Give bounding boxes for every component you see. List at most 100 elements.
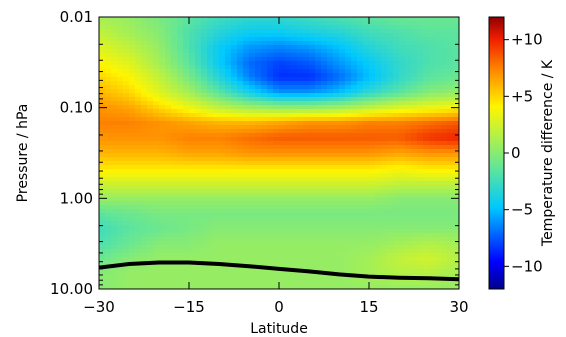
heatmap-cell <box>447 29 454 34</box>
heatmap-cell <box>249 49 256 54</box>
heatmap-cell <box>159 17 166 22</box>
heatmap-cell <box>255 37 262 42</box>
heatmap-cell <box>429 161 436 166</box>
heatmap-cell <box>123 281 130 286</box>
heatmap-cell <box>165 125 172 130</box>
heatmap-cell <box>165 141 172 146</box>
heatmap-cell <box>153 173 160 178</box>
heatmap-cell <box>387 269 394 274</box>
heatmap-cell <box>153 125 160 130</box>
heatmap-cell <box>285 61 292 66</box>
heatmap-cell <box>297 205 304 210</box>
heatmap-cell <box>201 37 208 42</box>
heatmap-cell <box>429 57 436 62</box>
heatmap-cell <box>189 161 196 166</box>
heatmap-cell <box>315 53 322 58</box>
heatmap-cell <box>333 153 340 158</box>
heatmap-cell <box>99 177 106 182</box>
heatmap-cell <box>111 57 118 62</box>
heatmap-cell <box>273 61 280 66</box>
heatmap-cell <box>333 93 340 98</box>
heatmap-cell <box>435 93 442 98</box>
heatmap-cell <box>453 189 459 194</box>
heatmap-cell <box>195 281 202 286</box>
heatmap-cell <box>399 69 406 74</box>
heatmap-cell <box>129 121 136 126</box>
heatmap-cell <box>201 113 208 118</box>
heatmap-cell <box>369 269 376 274</box>
heatmap-cell <box>129 69 136 74</box>
heatmap-cell <box>183 193 190 198</box>
heatmap-cell <box>195 97 202 102</box>
heatmap-cell <box>387 245 394 250</box>
heatmap-cell <box>147 237 154 242</box>
heatmap-cell <box>249 81 256 86</box>
heatmap-cell <box>105 225 112 230</box>
heatmap-cell <box>453 153 459 158</box>
heatmap-cell <box>339 241 346 246</box>
heatmap-cell <box>453 89 459 94</box>
heatmap-cell <box>231 265 238 270</box>
heatmap-cell <box>315 25 322 30</box>
heatmap-cell <box>441 213 448 218</box>
heatmap-cell <box>267 205 274 210</box>
heatmap-cell <box>189 153 196 158</box>
heatmap-cell <box>147 181 154 186</box>
heatmap-cell <box>141 45 148 50</box>
heatmap-cell <box>117 37 124 42</box>
heatmap-cell <box>105 285 112 289</box>
heatmap-cell <box>303 197 310 202</box>
heatmap-cell <box>357 265 364 270</box>
heatmap-cell <box>357 81 364 86</box>
heatmap-cell <box>159 249 166 254</box>
heatmap-cell <box>303 29 310 34</box>
heatmap-cell <box>171 121 178 126</box>
heatmap-cell <box>207 121 214 126</box>
heatmap-cell <box>129 49 136 54</box>
heatmap-cell <box>219 273 226 278</box>
heatmap-cell <box>399 189 406 194</box>
heatmap-cell <box>411 77 418 82</box>
heatmap-cell <box>123 177 130 182</box>
heatmap-cell <box>99 193 106 198</box>
heatmap-cell <box>339 201 346 206</box>
heatmap-cell <box>255 273 262 278</box>
heatmap-cell <box>237 169 244 174</box>
heatmap-cell <box>183 81 190 86</box>
heatmap-cell <box>291 81 298 86</box>
heatmap-cell <box>177 145 184 150</box>
heatmap-cell <box>357 221 364 226</box>
heatmap-cell <box>111 41 118 46</box>
heatmap-cell <box>183 121 190 126</box>
heatmap-cell <box>363 229 370 234</box>
heatmap-cell <box>225 209 232 214</box>
heatmap-cell <box>399 261 406 266</box>
heatmap-cell <box>117 277 124 282</box>
heatmap-cell <box>357 137 364 142</box>
heatmap-cell <box>303 165 310 170</box>
heatmap-cell <box>399 157 406 162</box>
heatmap-cell <box>111 129 118 134</box>
heatmap-cell <box>441 53 448 58</box>
heatmap-cell <box>315 285 322 289</box>
heatmap-cell <box>105 41 112 46</box>
heatmap-cell <box>255 141 262 146</box>
heatmap-cell <box>141 105 148 110</box>
heatmap-cell <box>231 157 238 162</box>
heatmap-cell <box>363 205 370 210</box>
heatmap-cell <box>315 153 322 158</box>
heatmap-cell <box>249 73 256 78</box>
heatmap-cell <box>201 185 208 190</box>
heatmap-cell <box>99 137 106 142</box>
heatmap-cell <box>189 189 196 194</box>
heatmap-cell <box>321 161 328 166</box>
heatmap-cell <box>117 149 124 154</box>
heatmap-cell <box>135 161 142 166</box>
heatmap-cell <box>291 65 298 70</box>
heatmap-cell <box>243 77 250 82</box>
heatmap-cell <box>351 177 358 182</box>
heatmap-cell <box>213 237 220 242</box>
heatmap-cell <box>375 213 382 218</box>
heatmap-cell <box>369 205 376 210</box>
heatmap-cell <box>375 93 382 98</box>
